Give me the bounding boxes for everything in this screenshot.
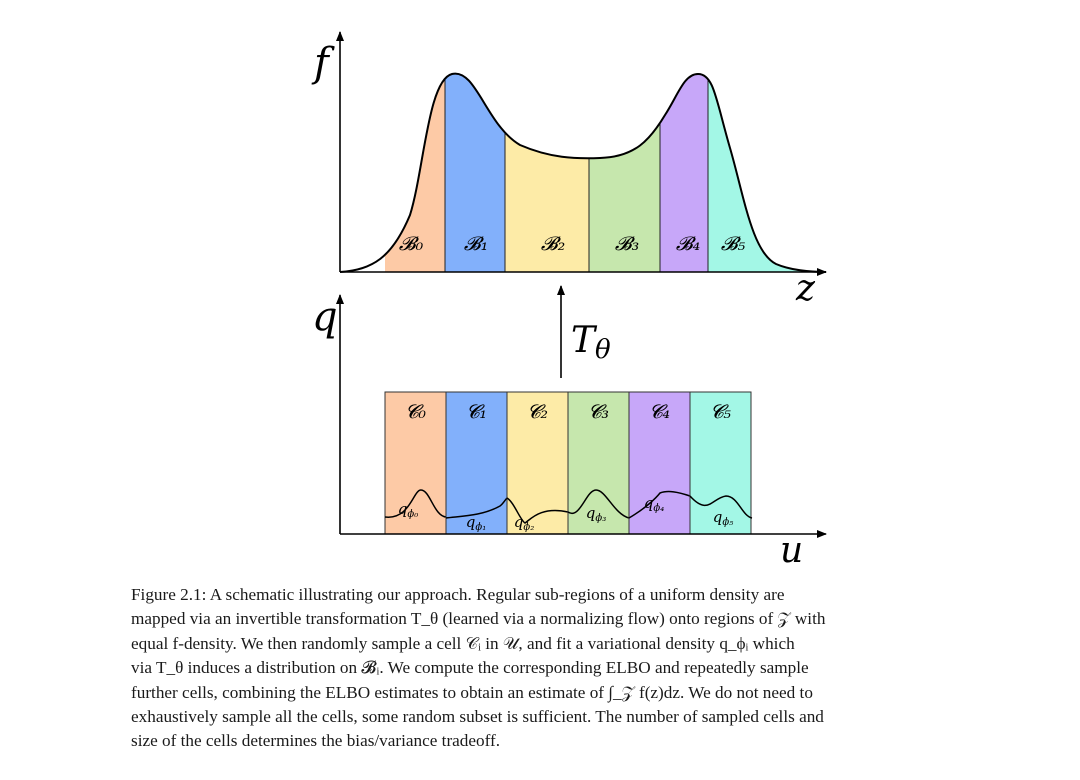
cell-label: 𝓒₀ [405, 401, 426, 423]
cell-rect [628, 391, 691, 535]
cell-label: 𝓒₃ [588, 401, 609, 423]
figure-caption: Figure 2.1: A schematic illustrating our… [131, 583, 1001, 754]
region-label: 𝓑₂ [541, 233, 565, 255]
transform-label: Tθ [571, 320, 611, 365]
region-label: 𝓑₅ [721, 233, 746, 255]
region-label: 𝓑₄ [676, 233, 700, 255]
density-label-sub: ϕ₄ [653, 503, 664, 514]
caption-line: Figure 2.1: A schematic illustrating our… [131, 585, 785, 604]
transform-arrow-group: Tθ [557, 285, 611, 378]
transform-label-sub: θ [595, 335, 611, 365]
cell-label: 𝓒₂ [527, 401, 548, 423]
density-label-main: q [514, 513, 524, 531]
density-label: qϕ₄ [644, 494, 664, 514]
caption-line: size of the cells determines the bias/va… [131, 731, 501, 751]
density-label: qϕ₂ [514, 513, 534, 533]
variational-density-curve [567, 489, 630, 519]
density-label-main: q [713, 508, 723, 526]
density-label-main: q [398, 500, 408, 518]
density-label-sub: ϕ₀ [407, 509, 418, 520]
caption-line: equal f-density. We then randomly sample… [131, 633, 795, 653]
density-label: qϕ₃ [586, 504, 606, 524]
top-y-axis-label: f [311, 40, 335, 86]
bottom-y-axis-label: q [312, 294, 338, 340]
top-panel: f z 𝓑₀ 𝓑₁ 𝓑₂ 𝓑₃ 𝓑₄ 𝓑₅ [311, 31, 827, 309]
region-label: 𝓑₀ [399, 233, 424, 255]
density-label-sub: ϕ₃ [595, 513, 606, 524]
density-label-sub: ϕ₂ [523, 522, 534, 533]
density-label-sub: ϕ₅ [722, 517, 733, 528]
caption-line: exhaustively sample all the cells, some … [131, 707, 824, 727]
cell-rect [384, 391, 447, 535]
density-label-main: q [586, 504, 596, 522]
region-labels: 𝓑₀ 𝓑₁ 𝓑₂ 𝓑₃ 𝓑₄ 𝓑₅ [399, 233, 746, 255]
figure-schematic: f z 𝓑₀ 𝓑₁ 𝓑₂ 𝓑₃ 𝓑₄ 𝓑₅ Tθ 𝓒₀qϕ₀𝓒₁qϕ₁𝓒₂qϕ₂𝓒₃qϕ₃… [311, 31, 827, 570]
cell-rect [689, 391, 752, 535]
density-label-main: q [466, 513, 476, 531]
variational-density-curve [689, 495, 753, 519]
region-label: 𝓑₁ [464, 233, 488, 255]
cell-label: 𝓒₁ [466, 401, 487, 423]
density-label-main: q [644, 494, 654, 512]
region-label: 𝓑₃ [615, 233, 639, 255]
density-label-sub: ϕ₁ [475, 522, 486, 533]
caption-line: via T_θ induces a distribution on 𝓑ᵢ. We… [131, 658, 809, 678]
density-curve [339, 72, 827, 273]
density-label: qϕ₅ [713, 508, 733, 528]
cell-label: 𝓒₄ [649, 401, 670, 423]
bottom-x-axis-label: u [780, 530, 803, 570]
caption-line: further cells, combining the ELBO estima… [131, 682, 813, 702]
cell-label: 𝓒₅ [710, 401, 731, 423]
variational-density-curve [506, 497, 569, 524]
variational-density-curve [384, 489, 447, 518]
variational-density-curve [445, 497, 508, 519]
density-label: qϕ₁ [466, 513, 486, 533]
cell-rect [445, 391, 508, 535]
top-x-axis-label: z [795, 268, 816, 309]
caption-line: mapped via an invertible transformation … [131, 609, 826, 629]
transform-label-main: T [571, 320, 598, 361]
variational-density-curve [628, 490, 691, 519]
density-label: qϕ₀ [398, 500, 418, 520]
